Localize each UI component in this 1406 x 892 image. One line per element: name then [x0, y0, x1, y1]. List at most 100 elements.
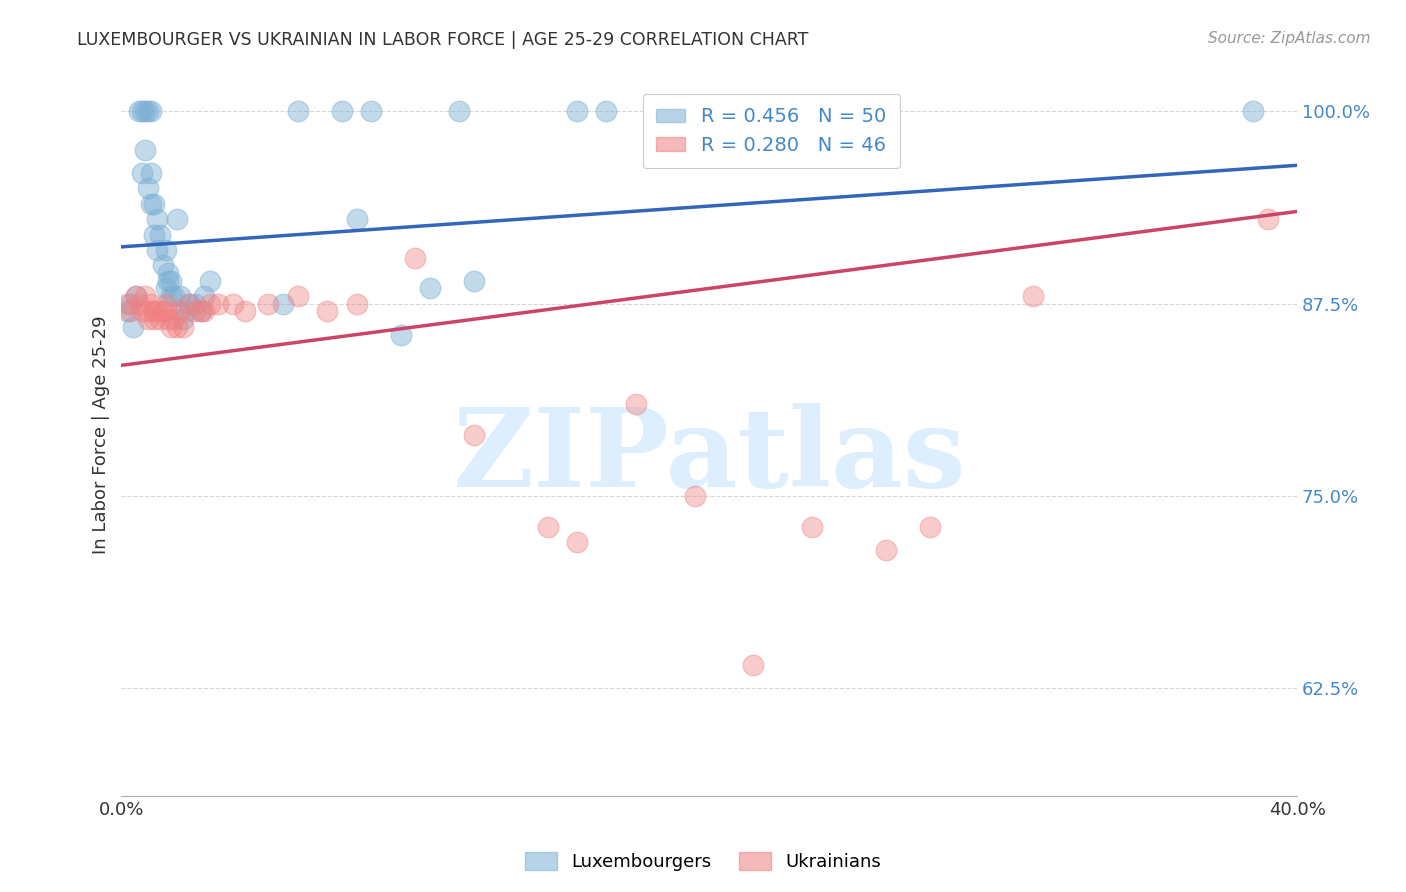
Point [184, 297, 207, 311]
Point [595, 104, 617, 119]
Point [125, 289, 148, 303]
Legend: Luxembourgers, Ukrainians: Luxembourgers, Ukrainians [517, 845, 889, 879]
Text: Source: ZipAtlas.com: Source: ZipAtlas.com [1208, 31, 1371, 46]
Point [713, 104, 735, 119]
Point [142, 227, 165, 242]
Point [145, 243, 167, 257]
Point [172, 319, 194, 334]
Point [316, 304, 339, 318]
Point [193, 304, 215, 318]
Point [169, 304, 191, 318]
Point [160, 274, 183, 288]
Point [257, 297, 280, 311]
Point [1257, 212, 1279, 227]
Point [160, 319, 183, 334]
Point [177, 297, 200, 311]
Point [139, 166, 162, 180]
Point [157, 274, 180, 288]
Point [536, 520, 558, 534]
Point [131, 166, 153, 180]
Point [152, 304, 174, 318]
Point [624, 397, 647, 411]
Point [742, 658, 765, 673]
Point [565, 535, 588, 549]
Point [120, 297, 142, 311]
Point [122, 319, 145, 334]
Point [136, 312, 159, 326]
Point [193, 289, 215, 303]
Point [360, 104, 382, 119]
Point [198, 297, 221, 311]
Point [1021, 289, 1043, 303]
Point [152, 258, 174, 272]
Point [389, 327, 412, 342]
Point [346, 212, 368, 227]
Point [128, 104, 150, 119]
Point [875, 543, 897, 558]
Point [404, 251, 426, 265]
Point [157, 266, 180, 280]
Point [117, 304, 139, 318]
Point [131, 104, 153, 119]
Point [142, 304, 165, 318]
Point [918, 520, 941, 534]
Point [198, 274, 221, 288]
Point [117, 297, 139, 311]
Point [125, 289, 148, 303]
Point [463, 274, 485, 288]
Point [134, 143, 156, 157]
Point [155, 281, 177, 295]
Point [174, 304, 197, 318]
Point [120, 304, 142, 318]
Point [163, 312, 186, 326]
Point [1241, 104, 1264, 119]
Point [449, 104, 471, 119]
Point [142, 312, 165, 326]
Point [136, 304, 159, 318]
Point [131, 304, 153, 318]
Point [169, 289, 191, 303]
Point [177, 297, 200, 311]
Point [155, 243, 177, 257]
Point [145, 304, 167, 318]
Point [139, 297, 162, 311]
Y-axis label: In Labor Force | Age 25-29: In Labor Force | Age 25-29 [93, 315, 110, 554]
Point [330, 104, 353, 119]
Point [134, 289, 156, 303]
Point [463, 427, 485, 442]
Point [155, 304, 177, 318]
Point [172, 312, 194, 326]
Point [166, 212, 188, 227]
Point [139, 104, 162, 119]
Point [801, 520, 824, 534]
Point [207, 297, 229, 311]
Point [859, 104, 882, 119]
Point [166, 319, 188, 334]
Point [145, 212, 167, 227]
Point [139, 196, 162, 211]
Text: LUXEMBOURGER VS UKRAINIAN IN LABOR FORCE | AGE 25-29 CORRELATION CHART: LUXEMBOURGER VS UKRAINIAN IN LABOR FORCE… [77, 31, 808, 49]
Point [142, 196, 165, 211]
Point [149, 227, 172, 242]
Point [222, 297, 245, 311]
Text: ZIPatlas: ZIPatlas [453, 403, 966, 509]
Point [190, 304, 212, 318]
Point [136, 104, 159, 119]
Point [128, 297, 150, 311]
Point [157, 312, 180, 326]
Point [565, 104, 588, 119]
Point [155, 297, 177, 311]
Point [149, 312, 172, 326]
Point [163, 289, 186, 303]
Point [287, 104, 309, 119]
Point [134, 104, 156, 119]
Point [271, 297, 294, 311]
Point [184, 304, 207, 318]
Point [233, 304, 256, 318]
Point [190, 304, 212, 318]
Point [346, 297, 368, 311]
Point [136, 181, 159, 195]
Point [419, 281, 441, 295]
Legend: R = 0.456   N = 50, R = 0.280   N = 46: R = 0.456 N = 50, R = 0.280 N = 46 [643, 94, 900, 169]
Point [160, 289, 183, 303]
